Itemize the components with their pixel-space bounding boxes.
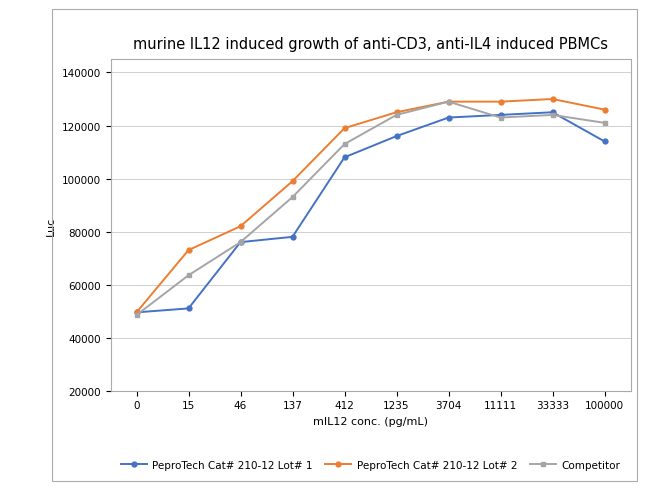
PeproTech Cat# 210-12 Lot# 2 bbox=[601, 107, 608, 113]
PeproTech Cat# 210-12 Lot# 2 bbox=[185, 247, 192, 254]
Line: PeproTech Cat# 210-12 Lot# 1: PeproTech Cat# 210-12 Lot# 1 bbox=[134, 111, 607, 315]
PeproTech Cat# 210-12 Lot# 2 bbox=[341, 126, 348, 132]
Competitor bbox=[497, 115, 504, 121]
Title: murine IL12 induced growth of anti-CD3, anti-IL4 induced PBMCs: murine IL12 induced growth of anti-CD3, … bbox=[133, 37, 608, 52]
Competitor bbox=[237, 239, 244, 245]
PeproTech Cat# 210-12 Lot# 1 bbox=[445, 115, 452, 121]
PeproTech Cat# 210-12 Lot# 2 bbox=[133, 310, 140, 316]
PeproTech Cat# 210-12 Lot# 1 bbox=[601, 139, 608, 145]
PeproTech Cat# 210-12 Lot# 2 bbox=[289, 179, 296, 185]
PeproTech Cat# 210-12 Lot# 1 bbox=[497, 113, 504, 119]
Competitor bbox=[549, 113, 556, 119]
PeproTech Cat# 210-12 Lot# 2 bbox=[445, 99, 452, 105]
Legend: PeproTech Cat# 210-12 Lot# 1, PeproTech Cat# 210-12 Lot# 2, Competitor: PeproTech Cat# 210-12 Lot# 1, PeproTech … bbox=[117, 455, 624, 474]
Competitor bbox=[445, 99, 452, 105]
PeproTech Cat# 210-12 Lot# 2 bbox=[237, 224, 244, 230]
Competitor bbox=[289, 195, 296, 201]
Line: Competitor: Competitor bbox=[134, 100, 607, 318]
PeproTech Cat# 210-12 Lot# 2 bbox=[497, 99, 504, 105]
PeproTech Cat# 210-12 Lot# 2 bbox=[393, 110, 400, 116]
PeproTech Cat# 210-12 Lot# 1 bbox=[289, 234, 296, 240]
PeproTech Cat# 210-12 Lot# 1 bbox=[549, 110, 556, 116]
Competitor bbox=[601, 121, 608, 127]
PeproTech Cat# 210-12 Lot# 1 bbox=[341, 155, 348, 161]
Line: PeproTech Cat# 210-12 Lot# 2: PeproTech Cat# 210-12 Lot# 2 bbox=[134, 97, 607, 315]
Competitor bbox=[185, 273, 192, 279]
PeproTech Cat# 210-12 Lot# 1 bbox=[185, 306, 192, 312]
Competitor bbox=[393, 113, 400, 119]
PeproTech Cat# 210-12 Lot# 1 bbox=[133, 310, 140, 316]
Competitor bbox=[341, 142, 348, 148]
PeproTech Cat# 210-12 Lot# 2 bbox=[549, 97, 556, 103]
Competitor bbox=[133, 313, 140, 319]
Y-axis label: Luc: Luc bbox=[46, 216, 56, 235]
X-axis label: mIL12 conc. (pg/mL): mIL12 conc. (pg/mL) bbox=[313, 416, 428, 426]
PeproTech Cat# 210-12 Lot# 1 bbox=[237, 239, 244, 245]
PeproTech Cat# 210-12 Lot# 1 bbox=[393, 134, 400, 140]
